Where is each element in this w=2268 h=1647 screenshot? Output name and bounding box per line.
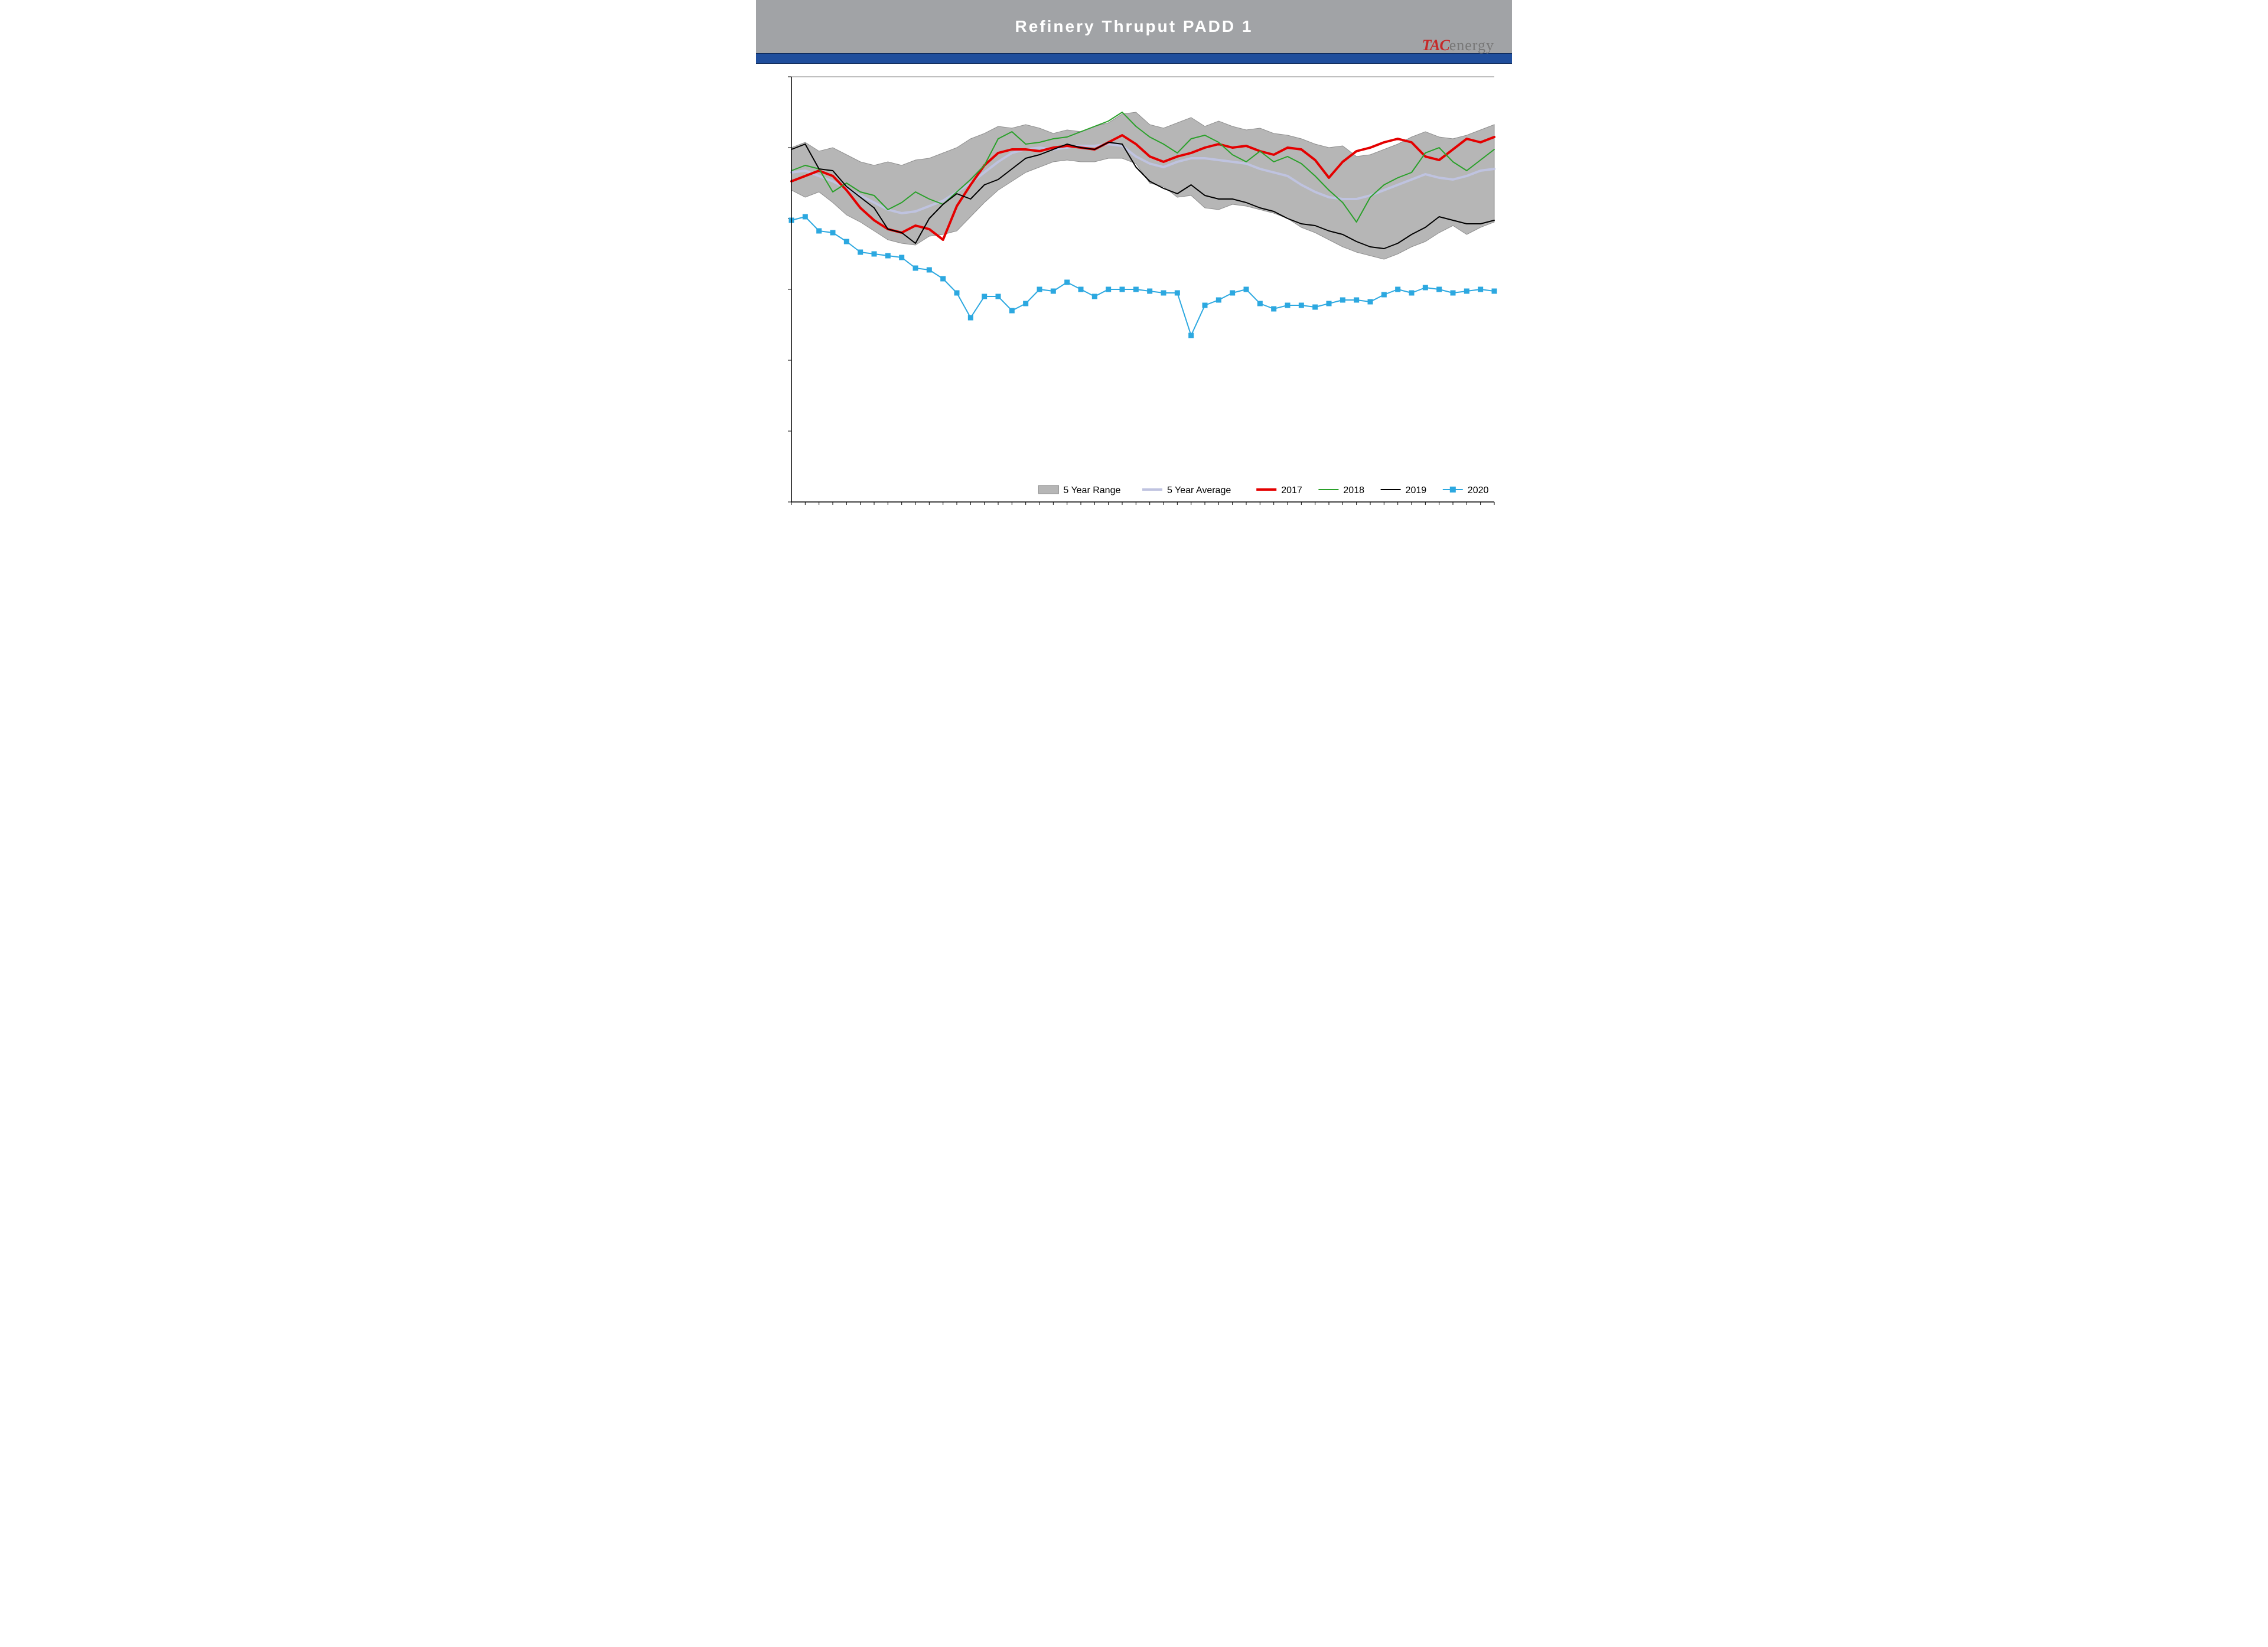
marker-y2020 — [913, 266, 918, 270]
marker-y2020 — [1120, 287, 1125, 292]
marker-y2020 — [1065, 280, 1070, 285]
marker-y2020 — [1492, 289, 1497, 293]
legend-label: 2019 — [1406, 485, 1427, 495]
legend: 5 Year Range 5 Year Average 2017 2018 2019 20… — [1038, 485, 1488, 495]
marker-y2020 — [1257, 301, 1262, 306]
marker-y2020 — [844, 239, 849, 244]
marker-y2020 — [803, 214, 807, 219]
accent-bar — [756, 53, 1512, 64]
legend-item: 2017 — [1256, 485, 1302, 495]
marker-y2020 — [1092, 294, 1097, 299]
marker-y2020 — [1381, 292, 1386, 297]
marker-y2020 — [1148, 289, 1152, 293]
marker-y2020 — [1244, 287, 1249, 292]
marker-y2020 — [1161, 291, 1166, 295]
marker-y2020 — [1133, 287, 1138, 292]
marker-y2020 — [1009, 308, 1014, 313]
marker-y2020 — [1175, 291, 1179, 295]
marker-y2020 — [1396, 287, 1400, 292]
marker-y2020 — [968, 315, 973, 320]
marker-y2020 — [1437, 287, 1442, 292]
brand-left: TAC — [1422, 37, 1449, 54]
legend-item: 2020 — [1443, 485, 1489, 495]
marker-y2020 — [1340, 298, 1345, 302]
marker-y2020 — [1354, 298, 1359, 302]
marker-y2020 — [1299, 303, 1304, 308]
brand-right: energy — [1449, 37, 1494, 54]
marker-y2020 — [1451, 291, 1455, 295]
legend-item: 5 Year Average — [1142, 485, 1231, 495]
chart-card: Refinery Thruput PADD 1 TACenergy 5 Year… — [756, 0, 1512, 549]
marker-y2020 — [996, 294, 1001, 299]
marker-y2020 — [1423, 285, 1428, 290]
legend-label: 2017 — [1281, 485, 1302, 495]
marker-y2020 — [1368, 299, 1373, 304]
marker-y2020 — [1409, 291, 1414, 295]
chart-svg: 5 Year Range 5 Year Average 2017 2018 2019 20… — [768, 71, 1500, 537]
marker-y2020 — [927, 268, 931, 272]
legend-label: 2018 — [1343, 485, 1364, 495]
marker-y2020 — [1478, 287, 1483, 292]
header-bar: Refinery Thruput PADD 1 — [756, 0, 1512, 53]
brand-logo: TACenergy — [1422, 37, 1494, 54]
legend-item: 2019 — [1381, 485, 1427, 495]
marker-y2020 — [1464, 289, 1469, 293]
marker-y2020 — [1272, 306, 1276, 311]
marker-y2020 — [1037, 287, 1042, 292]
chart-area: 5 Year Range 5 Year Average 2017 2018 2019 20… — [768, 71, 1500, 537]
marker-y2020 — [830, 230, 835, 235]
marker-y2020 — [1313, 305, 1318, 309]
marker-y2020 — [1230, 291, 1235, 295]
marker-y2020 — [1216, 298, 1221, 302]
range-area — [791, 112, 1494, 259]
legend-label: 2020 — [1468, 485, 1489, 495]
marker-y2020 — [1285, 303, 1290, 308]
legend-item: 5 Year Range — [1038, 485, 1120, 495]
marker-y2020 — [1106, 287, 1111, 292]
marker-y2020 — [1078, 287, 1083, 292]
marker-y2020 — [858, 250, 863, 255]
marker-y2020 — [885, 253, 890, 258]
legend-item: 2018 — [1318, 485, 1364, 495]
marker-y2020 — [900, 255, 904, 260]
marker-y2020 — [872, 252, 876, 256]
marker-y2020 — [1051, 289, 1055, 293]
marker-y2020 — [1203, 303, 1207, 308]
marker-y2020 — [1327, 301, 1331, 306]
marker-y2020 — [1024, 301, 1028, 306]
legend-label: 5 Year Range — [1063, 485, 1120, 495]
marker-y2020 — [817, 229, 822, 233]
legend-label: 5 Year Average — [1167, 485, 1231, 495]
marker-y2020 — [1189, 333, 1194, 338]
chart-title: Refinery Thruput PADD 1 — [1015, 17, 1253, 36]
marker-y2020 — [941, 276, 946, 281]
marker-y2020 — [954, 291, 959, 295]
marker-y2020 — [982, 294, 987, 299]
